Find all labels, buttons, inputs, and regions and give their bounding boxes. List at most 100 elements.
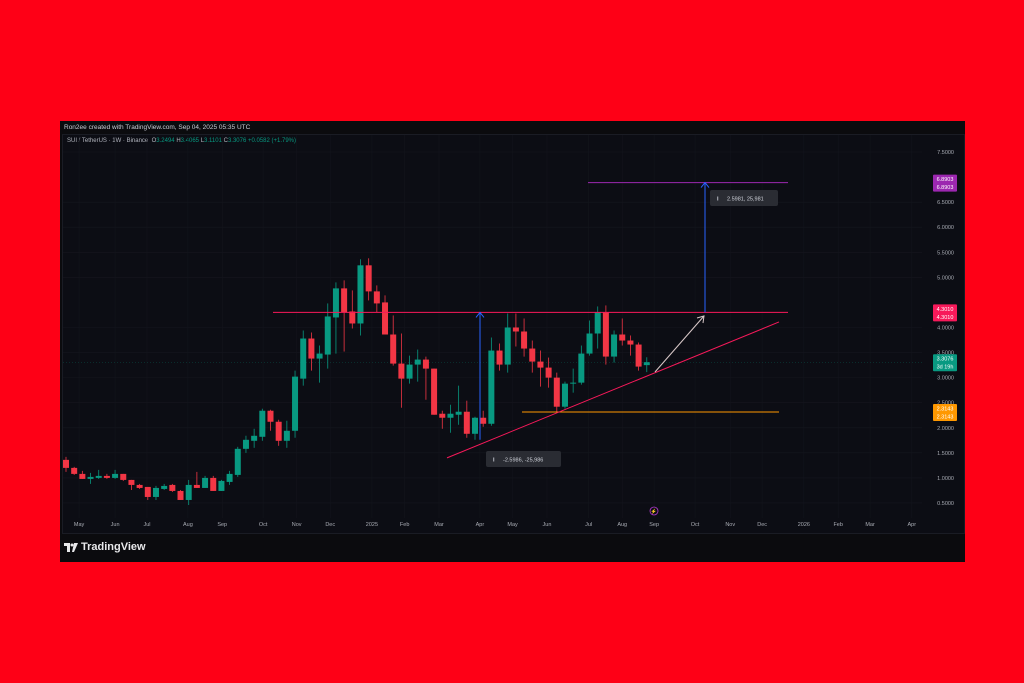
x-tick-label: Sep [649, 522, 659, 528]
close-value: 3.3076 [227, 138, 247, 144]
candle-body [390, 334, 397, 364]
candle-body [308, 338, 315, 359]
candle-body [103, 475, 110, 478]
high-label: H [176, 138, 181, 144]
close-label: C [223, 138, 228, 144]
candle-body [332, 288, 339, 318]
candle-body [316, 353, 323, 359]
candle [373, 285, 380, 313]
candle-body [112, 473, 119, 478]
y-tick-label: 0.5000 [937, 501, 954, 507]
candle-body [480, 417, 487, 424]
chart-area[interactable] [62, 134, 965, 534]
candle-body [578, 353, 585, 383]
candle [586, 320, 593, 356]
candle [602, 305, 609, 365]
x-tick-label: Oct [691, 522, 700, 528]
x-tick-label: Nov [292, 522, 302, 528]
candle [112, 469, 119, 479]
candle [267, 409, 274, 431]
candle-body [349, 311, 356, 324]
candle [71, 466, 78, 475]
candle-body [594, 312, 601, 334]
low-value: 3.1101 [204, 138, 222, 144]
candle [341, 280, 348, 352]
candle [570, 368, 577, 393]
candle-body [504, 327, 511, 365]
x-tick-label: May [74, 522, 85, 528]
candle-body [619, 334, 626, 341]
candle-body [365, 265, 372, 292]
x-tick-label: Jun [543, 522, 552, 528]
candle [103, 473, 110, 479]
x-tick-label: Oct [259, 522, 268, 528]
candle [185, 479, 192, 505]
candle-body [545, 367, 552, 378]
candle [275, 419, 282, 446]
candle-body [242, 439, 249, 449]
candle [63, 456, 69, 472]
candle [512, 313, 519, 347]
price-tag: 2.3143 2.3143 [933, 404, 957, 422]
projection-arrow [654, 315, 705, 373]
candle [561, 381, 568, 409]
lightning-icon: ⚡ [651, 508, 657, 515]
symbol-legend: SUI / TetherUS · 1W · Binance O3.2494 H3… [67, 138, 296, 144]
x-tick-label: Aug [617, 522, 627, 528]
candle-body [128, 479, 135, 485]
tradingview-logo[interactable]: TradingView [64, 541, 146, 553]
candle-body [177, 490, 184, 500]
candle-body [431, 368, 438, 415]
candle-body [643, 362, 650, 366]
candle-body [161, 485, 168, 489]
candle-body [586, 333, 593, 354]
candle-body [193, 484, 200, 488]
candle-body [292, 376, 299, 431]
candle [177, 489, 184, 500]
candle [619, 318, 626, 346]
price-tag: 6.8903 6.8903 [933, 174, 957, 192]
candle [210, 475, 217, 491]
candle-body [439, 413, 446, 418]
y-tick-label: 6.0000 [937, 225, 954, 231]
candle [300, 330, 307, 386]
candle-body [169, 484, 176, 491]
y-tick-label: 5.5000 [937, 250, 954, 256]
candle-body [95, 475, 102, 478]
candle-body [570, 382, 577, 384]
price-tag-sub: 4.3010 [937, 315, 954, 321]
candle [611, 330, 618, 363]
candle [349, 290, 356, 329]
event-icon [649, 506, 659, 516]
y-tick-label: 2.5000 [937, 401, 954, 407]
candle [594, 306, 601, 349]
candle-body [87, 476, 94, 479]
candle-body [251, 435, 258, 441]
candle-body [63, 459, 69, 468]
y-tick-label: 6.5000 [937, 200, 954, 206]
y-tick-label: 3.5000 [937, 351, 954, 357]
candle [627, 335, 634, 356]
candle-body [447, 413, 454, 418]
candle-body [185, 484, 192, 500]
candle [406, 355, 413, 384]
candle [218, 479, 225, 491]
price-tag-sub: 2.3143 [937, 415, 954, 421]
candle [504, 313, 511, 373]
candle-body [324, 316, 331, 355]
candle-body [283, 430, 290, 441]
candle [365, 258, 372, 301]
candle [422, 356, 429, 400]
x-tick-label: Mar [434, 522, 444, 528]
candle-body [602, 312, 609, 357]
candle [193, 471, 200, 488]
candle-body [488, 350, 495, 424]
candle-body [226, 473, 233, 482]
candle-body [422, 359, 429, 369]
candle [234, 446, 241, 477]
candle [226, 470, 233, 485]
candle [120, 473, 127, 481]
measure-label-1-text: -2.5986, -25,986 [503, 458, 543, 464]
candle-body [414, 359, 421, 365]
candle [643, 357, 650, 373]
